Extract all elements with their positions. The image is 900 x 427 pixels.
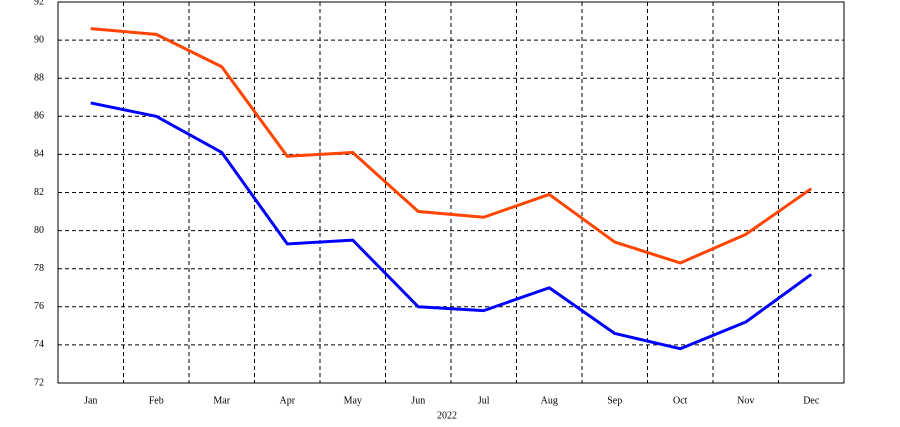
x-tick-label: Sep — [607, 395, 622, 406]
y-tick-label: 72 — [34, 377, 44, 388]
y-tick-label: 86 — [34, 111, 44, 122]
y-tick-label: 92 — [34, 0, 44, 7]
y-tick-label: 78 — [34, 263, 44, 274]
y-tick-label: 76 — [34, 301, 44, 312]
x-tick-label: Feb — [149, 395, 164, 406]
series-line — [90, 27, 813, 265]
x-tick-label: Nov — [737, 395, 754, 406]
y-tick-label: 74 — [34, 339, 44, 350]
x-tick-label: Jun — [411, 395, 425, 406]
y-tick-label: 90 — [34, 34, 44, 45]
series-line — [90, 101, 813, 351]
x-tick-label: Apr — [279, 395, 295, 406]
x-axis-label: 2022 — [437, 410, 457, 421]
y-tick-label: 82 — [34, 187, 44, 198]
plot-border — [57, 1, 845, 384]
x-tick-label: Oct — [673, 395, 688, 406]
y-tick-label: 80 — [34, 225, 44, 236]
y-tick-label: 88 — [34, 72, 44, 83]
x-tick-label: Aug — [541, 395, 558, 406]
x-tick-label: Jul — [478, 395, 490, 406]
x-tick-label: Mar — [213, 395, 230, 406]
x-tick-label: Jan — [84, 395, 97, 406]
x-tick-label: Dec — [803, 395, 820, 406]
y-tick-label: 84 — [34, 149, 44, 160]
x-tick-label: May — [344, 395, 362, 406]
